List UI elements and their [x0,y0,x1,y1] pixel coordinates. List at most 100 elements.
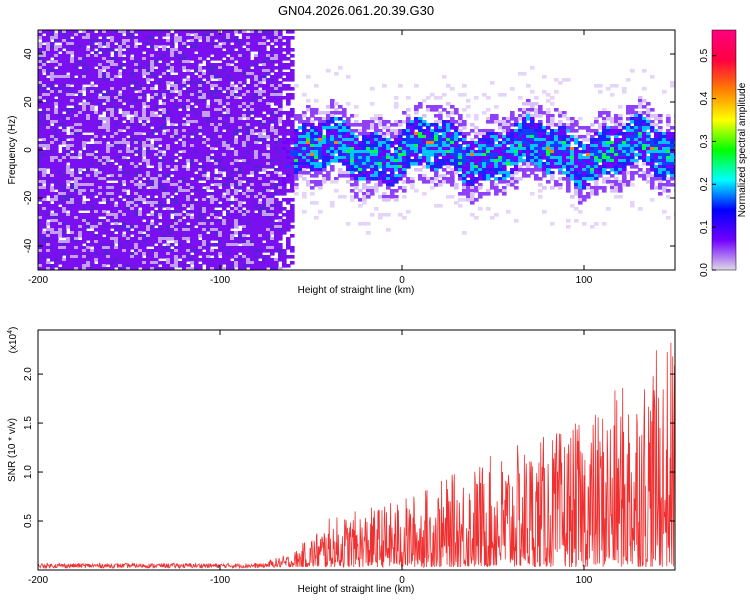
heatmap-cell [54,225,59,229]
heatmap-cell [58,57,63,61]
heatmap-cell [114,78,119,82]
heatmap-cell [58,60,63,64]
heatmap-cell [66,87,71,91]
heatmap-cell [210,123,215,127]
heatmap-cell [46,30,51,34]
heatmap-cell [178,216,183,220]
heatmap-cell [338,147,343,151]
heatmap-cell [146,156,151,160]
heatmap-cell [186,66,191,70]
heatmap-cell [46,201,51,205]
heatmap-cell [38,243,43,247]
heatmap-cell [214,267,219,270]
heatmap-cell [226,105,231,109]
heatmap-cell [242,150,247,154]
heatmap-cell [218,141,223,145]
heatmap-cell [366,147,371,151]
heatmap-cell [222,147,227,151]
heatmap-cell [246,183,251,187]
heatmap-cell [230,78,235,82]
heatmap-cell [370,147,375,151]
heatmap-cell [310,147,315,151]
heatmap-cell [250,69,255,73]
heatmap-cell [190,120,195,124]
heatmap-cell [54,261,59,265]
heatmap-cell [222,117,227,121]
heatmap-cell [250,84,255,88]
heatmap-cell [102,243,107,247]
heatmap-cell [50,237,55,241]
heatmap-cell [314,168,319,172]
heatmap-cell [126,45,131,49]
heatmap-cell [198,207,203,211]
heatmap-cell [270,78,275,82]
heatmap-cell [118,57,123,61]
heatmap-cell [278,141,283,145]
heatmap-cell [74,57,79,61]
heatmap-cell [254,45,259,49]
heatmap-cell [146,192,151,196]
heatmap-cell [190,186,195,190]
heatmap-cell [54,156,59,160]
heatmap-cell [194,132,199,136]
heatmap-cell [114,258,119,262]
heatmap-cell [170,75,175,79]
heatmap-cell [106,198,111,202]
heatmap-cell [270,63,275,67]
heatmap-cell [102,84,107,88]
heatmap-cell [218,234,223,238]
heatmap-cell [94,246,99,250]
heatmap-cell [62,249,67,253]
heatmap-cell [54,165,59,169]
heatmap-cell [214,234,219,238]
heatmap-cell [262,129,267,133]
heatmap-cell [234,144,239,148]
heatmap-cell [94,135,99,139]
heatmap-cell [86,207,91,211]
heatmap-cell [282,165,287,169]
heatmap-cell [98,165,103,169]
heatmap-cell [170,132,175,136]
heatmap-cell [250,48,255,52]
heatmap-cell [158,192,163,196]
heatmap-cell [330,144,335,148]
heatmap-cell [214,132,219,136]
heatmap-cell [242,171,247,175]
heatmap-cell [130,69,135,73]
heatmap-cell [54,240,59,244]
heatmap-cell [142,246,147,250]
heatmap-cell [226,189,231,193]
heatmap-cell [322,162,327,166]
heatmap-cell [66,108,71,112]
heatmap-cell [90,183,95,187]
heatmap-cell [182,165,187,169]
heatmap-cell [54,168,59,172]
heatmap-cell [230,249,235,253]
heatmap-cell [146,72,151,76]
heatmap-cell [218,108,223,112]
heatmap-cell [42,204,47,208]
heatmap-cell [290,162,295,166]
heatmap-cell [198,153,203,157]
heatmap-cell [182,234,187,238]
heatmap-cell [102,36,107,40]
heatmap-cell [202,204,207,208]
heatmap-cell [238,156,243,160]
heatmap-cell [166,210,171,214]
heatmap-cell [238,57,243,61]
heatmap-cell [214,30,219,34]
heatmap-cell [94,189,99,193]
heatmap-cell [218,183,223,187]
heatmap-cell [274,33,279,37]
heatmap-cell [234,237,239,241]
heatmap-cell [126,42,131,46]
heatmap-cell [118,147,123,151]
heatmap-cell [86,129,91,133]
heatmap-cell [42,180,47,184]
heatmap-cell [266,204,271,208]
heatmap-cell [202,198,207,202]
heatmap-cell [110,192,115,196]
heatmap-cell [90,108,95,112]
heatmap-cell [58,30,63,34]
heatmap-cell [250,144,255,148]
